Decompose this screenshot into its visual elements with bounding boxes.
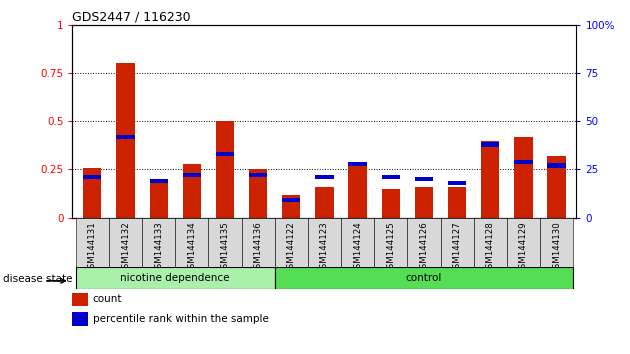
Bar [83, 175, 101, 179]
Bar [109, 218, 142, 267]
Text: GSM144136: GSM144136 [254, 222, 263, 274]
Text: GSM144133: GSM144133 [154, 222, 163, 274]
Bar [83, 167, 101, 218]
Text: GSM144124: GSM144124 [353, 222, 362, 274]
Bar [209, 218, 241, 267]
Text: GSM144126: GSM144126 [420, 222, 428, 274]
Bar [149, 179, 168, 183]
Bar [507, 218, 540, 267]
Bar [249, 170, 267, 218]
Bar [282, 198, 301, 202]
Bar [282, 195, 301, 218]
Bar [481, 141, 500, 218]
Bar [316, 187, 333, 218]
Bar [382, 189, 400, 218]
Bar [514, 137, 532, 218]
Text: GSM144132: GSM144132 [121, 222, 130, 274]
Text: GSM144134: GSM144134 [187, 222, 197, 274]
Bar [440, 218, 474, 267]
Text: GSM144131: GSM144131 [88, 222, 97, 274]
Bar [448, 181, 466, 185]
Bar [547, 156, 566, 218]
Bar [540, 218, 573, 267]
Text: GSM144123: GSM144123 [320, 222, 329, 274]
Bar [241, 218, 275, 267]
Text: GSM144128: GSM144128 [486, 222, 495, 274]
Text: percentile rank within the sample: percentile rank within the sample [93, 314, 268, 324]
Bar [374, 218, 408, 267]
Bar [448, 187, 466, 218]
Bar [308, 218, 341, 267]
Text: control: control [406, 273, 442, 282]
Bar [481, 142, 500, 147]
Bar [415, 187, 433, 218]
Bar [408, 218, 440, 267]
Bar [316, 175, 333, 179]
Text: GSM144127: GSM144127 [452, 222, 462, 274]
Text: GSM144125: GSM144125 [386, 222, 395, 274]
Bar [275, 267, 573, 289]
Bar [76, 218, 109, 267]
Bar [117, 135, 135, 139]
Bar [183, 164, 201, 218]
Bar [348, 161, 367, 166]
Bar [117, 63, 135, 218]
Bar [249, 173, 267, 177]
Bar [547, 164, 566, 168]
Text: GSM144130: GSM144130 [552, 222, 561, 274]
Text: disease state: disease state [3, 274, 72, 284]
Text: GDS2447 / 116230: GDS2447 / 116230 [72, 11, 191, 24]
Bar [149, 179, 168, 218]
Bar [175, 218, 209, 267]
Text: GSM144122: GSM144122 [287, 222, 296, 274]
Bar [415, 177, 433, 181]
Text: GSM144135: GSM144135 [220, 222, 229, 274]
Text: count: count [93, 295, 122, 304]
Bar [382, 175, 400, 179]
Bar [216, 121, 234, 218]
Bar [183, 173, 201, 177]
Bar [474, 218, 507, 267]
Bar [76, 267, 275, 289]
Bar [142, 218, 175, 267]
Bar [341, 218, 374, 267]
Bar [514, 160, 532, 164]
Bar [348, 166, 367, 218]
Bar [216, 152, 234, 156]
Bar [275, 218, 308, 267]
Text: GSM144129: GSM144129 [519, 222, 528, 274]
Text: nicotine dependence: nicotine dependence [120, 273, 230, 282]
